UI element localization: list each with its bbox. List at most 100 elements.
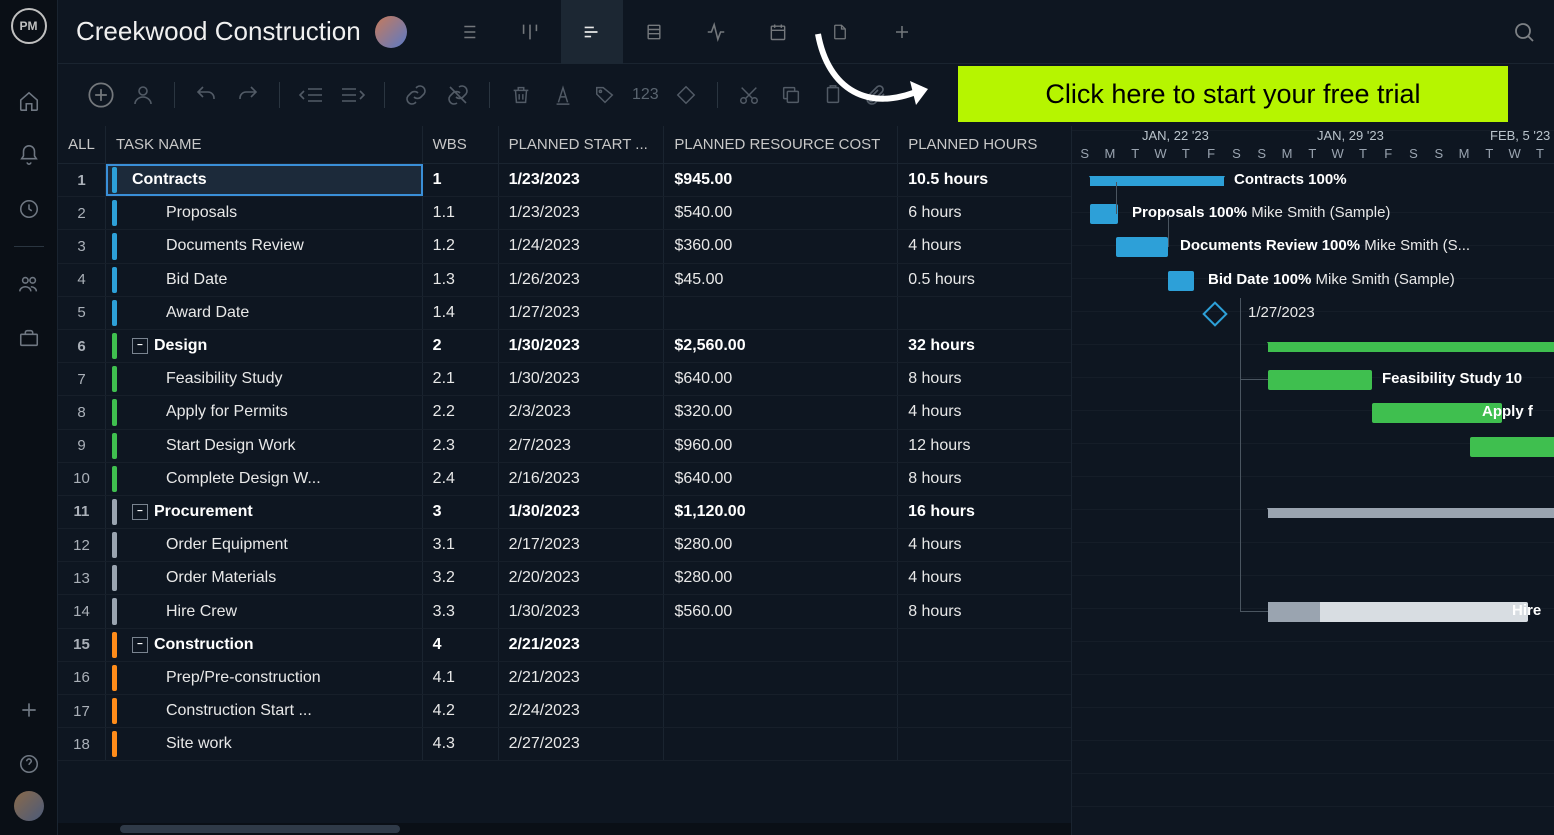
collapse-icon[interactable]: − bbox=[132, 338, 148, 354]
table-row[interactable]: 6−Design21/30/2023$2,560.0032 hours bbox=[58, 330, 1071, 363]
collapse-icon[interactable]: − bbox=[132, 504, 148, 520]
clock-icon[interactable] bbox=[16, 196, 42, 222]
paste-button[interactable] bbox=[816, 78, 850, 112]
col-header-hours[interactable]: PLANNED HOURS bbox=[898, 126, 1071, 163]
col-header-all[interactable]: ALL bbox=[58, 126, 106, 163]
app-logo[interactable]: PM bbox=[11, 8, 47, 44]
outdent-button[interactable] bbox=[294, 78, 328, 112]
gantt-summary-bar[interactable] bbox=[1268, 342, 1554, 352]
tag-button[interactable] bbox=[588, 78, 622, 112]
table-row[interactable]: 4Bid Date1.31/26/2023$45.000.5 hours bbox=[58, 264, 1071, 297]
gantt-milestone[interactable] bbox=[1202, 301, 1227, 326]
unlink-button[interactable] bbox=[441, 78, 475, 112]
board-view-tab[interactable] bbox=[499, 0, 561, 64]
task-name-cell[interactable]: Feasibility Study bbox=[106, 363, 423, 395]
table-row[interactable]: 16Prep/Pre-construction4.12/21/2023 bbox=[58, 662, 1071, 695]
copy-button[interactable] bbox=[774, 78, 808, 112]
add-view-tab[interactable] bbox=[871, 0, 933, 64]
table-row[interactable]: 8Apply for Permits2.22/3/2023$320.004 ho… bbox=[58, 396, 1071, 429]
cost-cell bbox=[664, 728, 898, 760]
task-name-cell[interactable]: Site work bbox=[106, 728, 423, 760]
file-view-tab[interactable] bbox=[809, 0, 871, 64]
table-row[interactable]: 7Feasibility Study2.11/30/2023$640.008 h… bbox=[58, 363, 1071, 396]
gantt-summary-bar[interactable] bbox=[1268, 508, 1554, 518]
user-avatar[interactable] bbox=[14, 791, 44, 821]
link-button[interactable] bbox=[399, 78, 433, 112]
gantt-bar-label: Feasibility Study 10 bbox=[1382, 370, 1522, 387]
table-row[interactable]: 2Proposals1.11/23/2023$540.006 hours bbox=[58, 197, 1071, 230]
table-row[interactable]: 15−Construction42/21/2023 bbox=[58, 629, 1071, 662]
task-name-cell[interactable]: −Design bbox=[106, 330, 423, 362]
redo-button[interactable] bbox=[231, 78, 265, 112]
col-header-cost[interactable]: PLANNED RESOURCE COST bbox=[664, 126, 898, 163]
table-row[interactable]: 10Complete Design W...2.42/16/2023$640.0… bbox=[58, 463, 1071, 496]
people-icon[interactable] bbox=[16, 271, 42, 297]
indent-button[interactable] bbox=[336, 78, 370, 112]
table-row[interactable]: 5Award Date1.41/27/2023 bbox=[58, 297, 1071, 330]
sheet-view-tab[interactable] bbox=[623, 0, 685, 64]
search-icon[interactable] bbox=[1512, 20, 1536, 44]
gantt-view-tab[interactable] bbox=[561, 0, 623, 64]
table-row[interactable]: 13Order Materials3.22/20/2023$280.004 ho… bbox=[58, 562, 1071, 595]
start-cell: 1/24/2023 bbox=[499, 230, 665, 262]
task-name-cell[interactable]: Order Materials bbox=[106, 562, 423, 594]
col-header-wbs[interactable]: WBS bbox=[423, 126, 499, 163]
collapse-icon[interactable]: − bbox=[132, 637, 148, 653]
briefcase-icon[interactable] bbox=[16, 325, 42, 351]
table-row[interactable]: 14Hire Crew3.31/30/2023$560.008 hours bbox=[58, 595, 1071, 628]
undo-button[interactable] bbox=[189, 78, 223, 112]
cta-banner[interactable]: Click here to start your free trial bbox=[958, 66, 1508, 122]
gantt-row: Feasibility Study 10 bbox=[1072, 364, 1554, 397]
project-avatar[interactable] bbox=[375, 16, 407, 48]
gantt-row: Apply f bbox=[1072, 397, 1554, 430]
table-row[interactable]: 11−Procurement31/30/2023$1,120.0016 hour… bbox=[58, 496, 1071, 529]
task-name-cell[interactable]: Award Date bbox=[106, 297, 423, 329]
gantt-bar[interactable] bbox=[1470, 437, 1554, 457]
gantt-bar[interactable] bbox=[1168, 271, 1194, 291]
number-format-label[interactable]: 123 bbox=[632, 86, 659, 104]
task-name-cell[interactable]: Documents Review bbox=[106, 230, 423, 262]
text-color-button[interactable] bbox=[546, 78, 580, 112]
task-name-cell[interactable]: Bid Date bbox=[106, 264, 423, 296]
task-name-cell[interactable]: Hire Crew bbox=[106, 595, 423, 627]
delete-button[interactable] bbox=[504, 78, 538, 112]
bell-icon[interactable] bbox=[16, 142, 42, 168]
task-name-cell[interactable]: Apply for Permits bbox=[106, 396, 423, 428]
assign-button[interactable] bbox=[126, 78, 160, 112]
row-number: 17 bbox=[58, 695, 106, 727]
priority-button[interactable] bbox=[669, 78, 703, 112]
cost-cell bbox=[664, 695, 898, 727]
task-name-cell[interactable]: Contracts bbox=[106, 164, 423, 196]
task-name-cell[interactable]: Complete Design W... bbox=[106, 463, 423, 495]
table-row[interactable]: 17Construction Start ...4.22/24/2023 bbox=[58, 695, 1071, 728]
col-header-start[interactable]: PLANNED START ... bbox=[499, 126, 665, 163]
gantt-summary-bar[interactable] bbox=[1090, 176, 1224, 186]
gantt-bar[interactable] bbox=[1268, 370, 1372, 390]
task-name-cell[interactable]: Start Design Work bbox=[106, 430, 423, 462]
home-icon[interactable] bbox=[16, 88, 42, 114]
gantt-bar[interactable] bbox=[1116, 237, 1168, 257]
table-row[interactable]: 1Contracts11/23/2023$945.0010.5 hours bbox=[58, 164, 1071, 197]
list-view-tab[interactable] bbox=[437, 0, 499, 64]
activity-view-tab[interactable] bbox=[685, 0, 747, 64]
gantt-bar[interactable] bbox=[1268, 602, 1528, 622]
task-name-cell[interactable]: −Construction bbox=[106, 629, 423, 661]
task-name-cell[interactable]: Construction Start ... bbox=[106, 695, 423, 727]
task-name-cell[interactable]: −Procurement bbox=[106, 496, 423, 528]
gantt-bar[interactable] bbox=[1090, 204, 1118, 224]
table-row[interactable]: 3Documents Review1.21/24/2023$360.004 ho… bbox=[58, 230, 1071, 263]
add-task-button[interactable] bbox=[84, 78, 118, 112]
task-name-cell[interactable]: Order Equipment bbox=[106, 529, 423, 561]
attach-button[interactable] bbox=[858, 78, 892, 112]
calendar-view-tab[interactable] bbox=[747, 0, 809, 64]
table-row[interactable]: 9Start Design Work2.32/7/2023$960.0012 h… bbox=[58, 430, 1071, 463]
help-icon[interactable] bbox=[16, 751, 42, 777]
task-name-cell[interactable]: Proposals bbox=[106, 197, 423, 229]
table-row[interactable]: 12Order Equipment3.12/17/2023$280.004 ho… bbox=[58, 529, 1071, 562]
col-header-name[interactable]: TASK NAME bbox=[106, 126, 423, 163]
plus-icon[interactable] bbox=[16, 697, 42, 723]
table-row[interactable]: 18Site work4.32/27/2023 bbox=[58, 728, 1071, 761]
cut-button[interactable] bbox=[732, 78, 766, 112]
horizontal-scrollbar[interactable] bbox=[58, 823, 1071, 835]
task-name-cell[interactable]: Prep/Pre-construction bbox=[106, 662, 423, 694]
